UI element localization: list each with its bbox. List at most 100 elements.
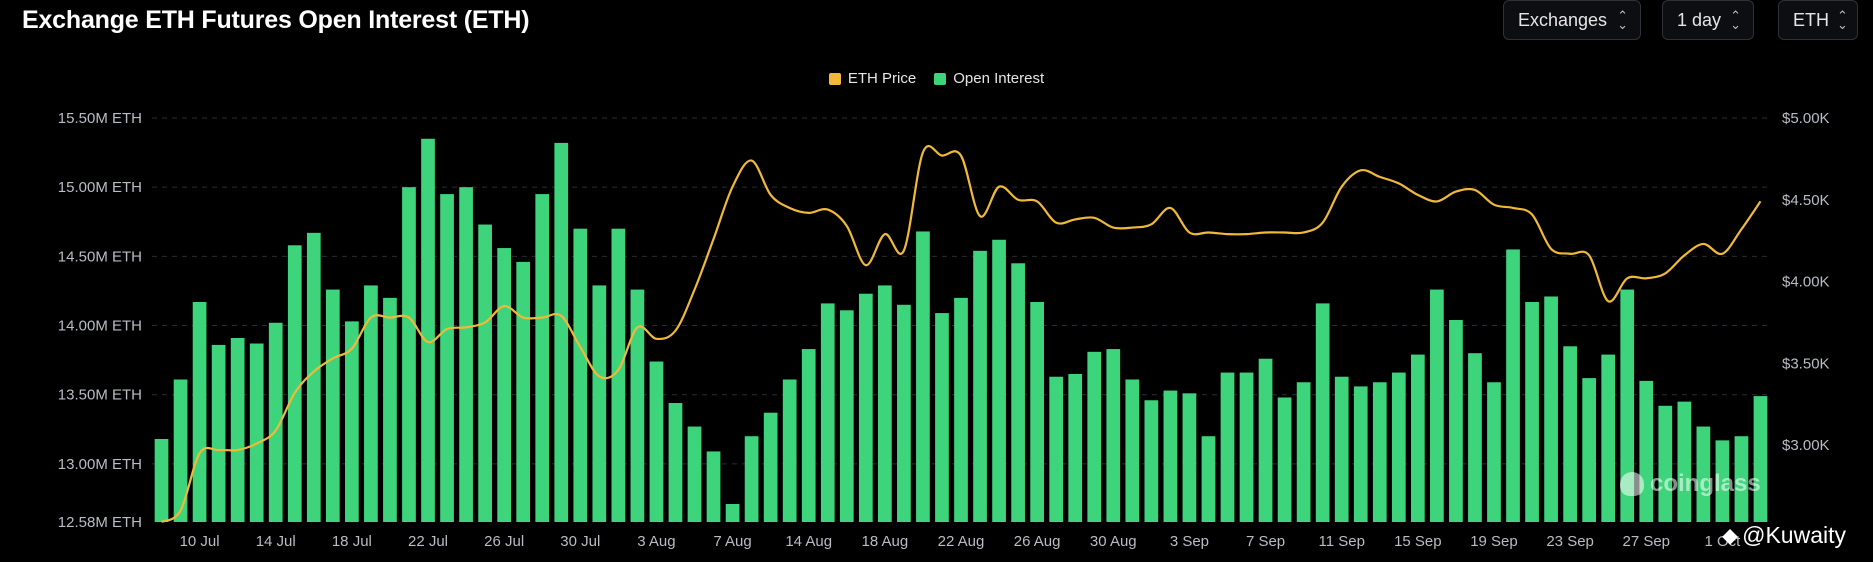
y-left-tick-label: 14.00M ETH [58, 318, 142, 335]
oi-bar [1334, 376, 1349, 522]
oi-bar [230, 337, 245, 522]
x-tick-label: 22 Aug [938, 533, 985, 550]
oi-bar [1696, 426, 1711, 522]
oi-bar [1182, 393, 1197, 522]
oi-bar [1163, 390, 1178, 522]
oi-bar [1315, 303, 1330, 522]
y-left-tick-label: 14.50M ETH [58, 248, 142, 265]
oi-bar [478, 224, 492, 522]
oi-bar [440, 194, 454, 522]
coinglass-logo-icon [1620, 472, 1644, 496]
oi-bar [1582, 378, 1597, 522]
oi-bar [306, 232, 321, 522]
oi-bar [402, 187, 416, 522]
oi-bar [1030, 302, 1044, 522]
legend-swatch-open-interest [934, 72, 947, 85]
chart-legend: ETH Price Open Interest [0, 70, 1873, 87]
oi-bar [916, 231, 930, 522]
coin-dropdown[interactable]: ETH ⌃ ⌄ [1778, 0, 1858, 40]
oi-bar [287, 245, 302, 523]
oi-bar [1220, 372, 1235, 522]
interval-dropdown[interactable]: 1 day ⌃ ⌄ [1662, 0, 1754, 40]
legend-item-open-interest[interactable]: Open Interest [934, 70, 1044, 87]
chevron-updown-icon: ⌃ ⌄ [1617, 7, 1628, 32]
coinglass-watermark: coinglass [1620, 470, 1761, 498]
legend-label-open-interest: Open Interest [953, 70, 1045, 87]
oi-bar [1620, 289, 1635, 522]
y-right-tick-label: $5.00K [1782, 110, 1830, 127]
oi-bar [1144, 400, 1159, 522]
oi-bar [744, 436, 759, 522]
oi-bar [839, 310, 854, 522]
x-tick-label: 3 Sep [1170, 533, 1209, 550]
oi-bar [630, 289, 645, 522]
x-tick-label: 7 Sep [1246, 533, 1285, 550]
oi-bar [1049, 376, 1064, 522]
oi-bar [516, 261, 531, 522]
oi-bar [1449, 320, 1463, 522]
oi-bar [858, 293, 873, 522]
oi-bar [706, 451, 721, 522]
oi-bar [687, 426, 702, 522]
oi-bar [668, 403, 683, 522]
x-tick-label: 18 Jul [332, 533, 372, 550]
oi-bar [1277, 397, 1292, 522]
y-left-tick-label: 15.50M ETH [58, 110, 142, 127]
oi-bar [364, 285, 378, 522]
y-right-tick-label: $4.00K [1782, 274, 1830, 291]
oi-bar [383, 297, 397, 522]
oi-bar [1753, 396, 1768, 522]
oi-bar [1410, 354, 1425, 522]
oi-bar [535, 194, 550, 522]
oi-bar [1677, 401, 1692, 522]
x-tick-label: 27 Sep [1622, 533, 1670, 550]
oi-bar [1525, 302, 1539, 522]
y-right-tick-label: $3.00K [1782, 437, 1830, 454]
oi-bar [1106, 349, 1121, 522]
credit-text: @Kuwaity [1742, 522, 1846, 548]
oi-bar [1506, 249, 1520, 522]
diamond-icon: ⬥ [1722, 522, 1739, 548]
legend-item-eth-price[interactable]: ETH Price [828, 70, 917, 87]
oi-bar [1011, 263, 1025, 522]
oi-bar [154, 438, 169, 522]
oi-bar [1544, 296, 1558, 522]
oi-bar [820, 303, 835, 522]
oi-bar [1430, 289, 1444, 522]
oi-bar [1468, 353, 1482, 522]
x-tick-label: 22 Jul [408, 533, 448, 550]
oi-bar [592, 285, 607, 522]
y-left-tick-label: 12.58M ETH [58, 514, 142, 531]
oi-bar [211, 344, 226, 522]
legend-swatch-eth-price [828, 72, 841, 85]
x-tick-label: 26 Jul [484, 533, 524, 550]
oi-bar [1087, 351, 1102, 522]
oi-bar [954, 297, 968, 522]
watermark-text: coinglass [1650, 470, 1761, 497]
x-tick-label: 7 Aug [713, 533, 751, 550]
x-tick-label: 26 Aug [1014, 533, 1061, 550]
page-title: Exchange ETH Futures Open Interest (ETH) [22, 6, 530, 34]
oi-bar [1125, 379, 1140, 522]
oi-bar [801, 349, 816, 522]
oi-bar [497, 248, 512, 522]
oi-bar [611, 228, 626, 522]
oi-bar [1734, 436, 1749, 522]
oi-bar [649, 361, 664, 522]
exchanges-dropdown[interactable]: Exchanges ⌃ ⌄ [1503, 0, 1641, 40]
oi-bar [325, 289, 340, 522]
oi-bar [1239, 372, 1254, 522]
oi-bar [573, 228, 588, 522]
oi-bar [345, 321, 359, 522]
oi-bar [1715, 440, 1730, 522]
x-tick-label: 10 Jul [180, 533, 220, 550]
x-tick-label: 11 Sep [1318, 533, 1364, 550]
oi-bar [1353, 386, 1368, 522]
x-tick-label: 15 Sep [1394, 533, 1442, 550]
oi-bar [725, 504, 740, 522]
oi-bar [878, 285, 892, 522]
oi-bar [249, 343, 264, 522]
y-left-tick-label: 13.50M ETH [58, 387, 142, 404]
legend-label-eth-price: ETH Price [847, 70, 917, 87]
